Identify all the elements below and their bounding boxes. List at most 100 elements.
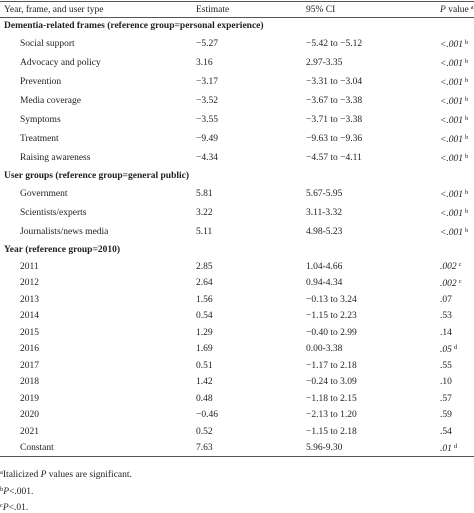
table-row: Symptoms −3.55 −3.71 to −3.38 <.001 b	[0, 111, 474, 130]
p-value-cell: .57	[440, 391, 474, 408]
p-note: b	[465, 38, 469, 46]
row-label: Social support	[20, 39, 75, 49]
header-p-note: a	[470, 4, 474, 11]
row-label: 2018	[20, 377, 39, 388]
header-label: Year, frame, and user type	[4, 4, 104, 15]
p-value-cell: .10	[440, 374, 474, 391]
estimate: −9.49	[196, 134, 218, 144]
header-p-var: P	[440, 5, 446, 15]
confidence-interval: −0.40 to 2.99	[306, 327, 357, 338]
p-value-cell: <.001 b	[440, 92, 474, 111]
table-row: Media coverage −3.52 −3.67 to −3.38 <.001 b	[0, 92, 474, 111]
estimate: −3.52	[196, 96, 218, 106]
confidence-interval: −1.17 to 2.18	[306, 360, 357, 371]
p-note: b	[465, 188, 469, 196]
row-label: Constant	[20, 443, 54, 453]
table-row: 2020 −0.46 −2.13 to 1.20 .59	[0, 407, 474, 424]
estimate: 1.56	[196, 294, 213, 305]
estimate: 5.11	[196, 227, 213, 237]
p-note: b	[465, 133, 469, 141]
table-row: Prevention −3.17 −3.31 to −3.04 <.001 b	[0, 73, 474, 92]
p-value: <.001	[440, 227, 464, 238]
p-value-cell: <.001 b	[440, 185, 474, 204]
p-value-cell: <.001 b	[440, 204, 474, 223]
row-label: 2014	[20, 311, 39, 322]
row-label: 2013	[20, 294, 39, 305]
confidence-interval: 5.96-9.30	[306, 443, 343, 453]
p-value-cell: <.001 b	[440, 223, 474, 242]
p-value: .57	[440, 393, 452, 404]
row-label: 2016	[20, 344, 39, 355]
p-note: b	[465, 152, 469, 160]
confidence-interval: −0.13 to 3.24	[306, 294, 357, 305]
confidence-interval: 2.97-3.35	[306, 58, 343, 68]
confidence-interval: −3.71 to −3.38	[306, 115, 363, 125]
p-value-cell: .54	[440, 424, 474, 441]
estimate: 3.16	[196, 58, 213, 68]
footnote-text: <.001.	[9, 486, 34, 497]
footnote-text: Italicized	[2, 470, 39, 480]
p-value-cell: <.001 b	[440, 149, 474, 168]
table-row: 2019 0.48 −1.18 to 2.15 .57	[0, 391, 474, 408]
estimate: 3.22	[196, 208, 213, 218]
estimate: −4.34	[196, 153, 218, 163]
p-value: <.001	[440, 189, 464, 200]
row-label: Advocacy and policy	[20, 58, 101, 68]
row-label: 2015	[20, 327, 39, 338]
p-note: b	[465, 226, 469, 234]
section-row: Dementia-related frames (reference group…	[0, 18, 474, 35]
confidence-interval: −5.42 to −5.12	[306, 39, 363, 49]
estimate: 0.51	[196, 360, 213, 371]
footnote-var: P	[2, 503, 9, 513]
p-note: d	[453, 442, 458, 450]
confidence-interval: −9.63 to −9.36	[306, 134, 363, 144]
footnote-var: P	[40, 470, 47, 480]
table-row: Treatment −9.49 −9.63 to −9.36 <.001 b	[0, 130, 474, 149]
section-row: User groups (reference group=general pub…	[0, 168, 474, 185]
header-estimate: Estimate	[196, 4, 230, 15]
p-value: <.001	[440, 58, 464, 69]
p-value: <.001	[440, 153, 464, 164]
p-value-cell: .002 c	[440, 275, 474, 292]
row-label: 2012	[20, 278, 39, 289]
confidence-interval: −4.57 to −4.11	[306, 153, 362, 163]
p-value: .002	[440, 262, 457, 273]
p-value-cell: <.001 b	[440, 73, 474, 92]
p-value-cell: .55	[440, 358, 474, 375]
table-row: Government 5.81 5.67-5.95 <.001 b	[0, 185, 474, 204]
p-value-cell: <.001 b	[440, 54, 474, 73]
confidence-interval: −3.67 to −3.38	[306, 96, 363, 106]
confidence-interval: 0.94-4.34	[306, 278, 343, 289]
confidence-interval: −1.18 to 2.15	[306, 393, 357, 404]
confidence-interval: 4.98-5.23	[306, 227, 343, 237]
row-label: 2020	[20, 410, 39, 421]
p-value: .59	[440, 410, 452, 421]
p-note: b	[465, 114, 469, 122]
p-value: <.001	[440, 96, 464, 107]
row-label: Journalists/news media	[20, 227, 109, 237]
section-row: Year (reference group=2010)	[0, 242, 474, 259]
confidence-interval: 0.00-3.38	[306, 344, 343, 355]
table-row: Advocacy and policy 3.16 2.97-3.35 <.001 b	[0, 54, 474, 73]
p-value-cell: .59	[440, 407, 474, 424]
confidence-interval: −3.31 to −3.04	[306, 77, 363, 87]
footnote-var: P	[3, 486, 10, 497]
table-row: Scientists/experts 3.22 3.11-3.32 <.001 b	[0, 204, 474, 223]
section-title: Year (reference group=2010)	[4, 245, 121, 255]
confidence-interval: 3.11-3.32	[306, 208, 343, 218]
p-value: <.001	[440, 134, 464, 145]
estimate: 2.64	[196, 278, 213, 289]
p-value: <.001	[440, 208, 464, 219]
table-row: Constant 7.63 5.96-9.30 .01 d	[0, 440, 474, 457]
row-label: 2017	[20, 360, 39, 371]
table-row: 2015 1.29 −0.40 to 2.99 .14	[0, 325, 474, 342]
estimate: 1.29	[196, 327, 213, 338]
estimate: 0.54	[196, 311, 213, 322]
table-row: 2011 2.85 1.04-4.66 .002 c	[0, 259, 474, 276]
p-value-cell: .14	[440, 325, 474, 342]
table-row: 2013 1.56 −0.13 to 3.24 .07	[0, 292, 474, 309]
p-value-cell: .53	[440, 308, 474, 325]
p-value-cell: .07	[440, 292, 474, 309]
footnote: aItalicized P values are significant.	[0, 466, 474, 483]
row-label: Scientists/experts	[20, 208, 87, 218]
